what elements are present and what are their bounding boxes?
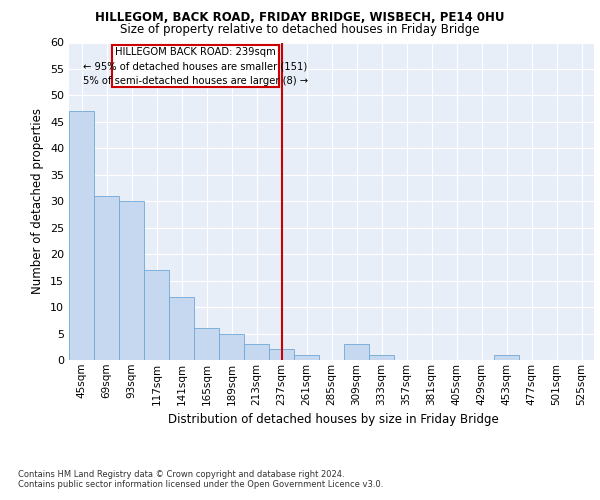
Text: Distribution of detached houses by size in Friday Bridge: Distribution of detached houses by size … [167,412,499,426]
Bar [169,296,194,360]
Bar [194,328,219,360]
Bar [344,344,369,360]
Text: Size of property relative to detached houses in Friday Bridge: Size of property relative to detached ho… [120,22,480,36]
Bar [94,196,119,360]
Text: Contains HM Land Registry data © Crown copyright and database right 2024.
Contai: Contains HM Land Registry data © Crown c… [18,470,383,490]
Text: HILLEGOM, BACK ROAD, FRIDAY BRIDGE, WISBECH, PE14 0HU: HILLEGOM, BACK ROAD, FRIDAY BRIDGE, WISB… [95,11,505,24]
Y-axis label: Number of detached properties: Number of detached properties [31,108,44,294]
FancyBboxPatch shape [112,45,279,88]
Bar [244,344,269,360]
Bar [119,201,144,360]
Bar [69,112,94,360]
Bar [269,350,294,360]
Bar [294,354,319,360]
Bar [494,354,519,360]
Bar [219,334,244,360]
Bar [144,270,169,360]
Bar [369,354,394,360]
Text: HILLEGOM BACK ROAD: 239sqm
← 95% of detached houses are smaller (151)
5% of semi: HILLEGOM BACK ROAD: 239sqm ← 95% of deta… [83,46,308,86]
